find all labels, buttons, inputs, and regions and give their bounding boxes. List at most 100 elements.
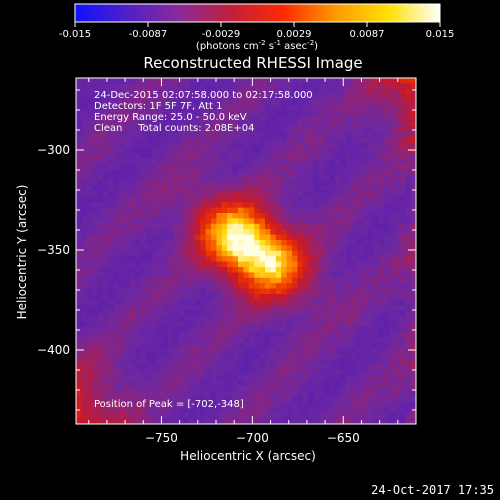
heatmap-cell [200, 396, 206, 403]
heatmap-cell [227, 267, 233, 273]
heatmap-cell [302, 288, 309, 295]
heatmap-cell [319, 115, 325, 122]
heatmap-cell [297, 337, 304, 343]
heatmap-cell [281, 250, 287, 257]
heatmap-cell [135, 267, 142, 273]
heatmap-cell [184, 418, 190, 424]
heatmap-cell [302, 321, 309, 327]
heatmap-cell [124, 213, 131, 219]
heatmap-cell [248, 412, 255, 419]
heatmap-cell [157, 175, 163, 181]
heatmap-cell [378, 331, 385, 338]
heatmap-cell [248, 115, 255, 122]
heatmap-cell [167, 121, 174, 127]
heatmap-cell [319, 245, 325, 252]
heatmap-cell [259, 218, 266, 225]
heatmap-cell [270, 412, 277, 419]
heatmap-cell [108, 353, 115, 360]
heatmap-cell [297, 261, 304, 268]
heatmap-cell [400, 331, 406, 338]
colorbar-tick-label: 0.015 [426, 29, 455, 40]
heatmap-cell [146, 234, 152, 241]
heatmap-cell [97, 207, 104, 214]
heatmap-cell [173, 256, 179, 262]
heatmap-cell [194, 331, 201, 338]
heatmap-cell [281, 256, 287, 262]
heatmap-cell [221, 83, 228, 90]
heatmap-cell [157, 261, 163, 268]
heatmap-cell [356, 121, 363, 127]
heatmap-cell [232, 132, 239, 138]
heatmap-cell [367, 110, 374, 117]
heatmap-cell [232, 353, 239, 360]
heatmap-cell [362, 272, 368, 279]
heatmap-cell [205, 267, 212, 273]
heatmap-cell [146, 310, 152, 316]
heatmap-cell [76, 78, 82, 84]
heatmap-cell [119, 94, 125, 100]
heatmap-cell [184, 223, 190, 230]
x-tick-label: −750 [145, 431, 178, 445]
heatmap-cell [216, 169, 223, 176]
heatmap-cell [178, 272, 185, 279]
heatmap-cell [211, 121, 217, 127]
heatmap-cell [259, 385, 266, 392]
heatmap-cell [178, 159, 185, 165]
heatmap-cell [254, 240, 260, 246]
heatmap-cell [286, 218, 293, 225]
heatmap-cell [254, 369, 260, 376]
heatmap-cell [167, 78, 174, 84]
heatmap-cell [362, 240, 368, 246]
heatmap-cell [221, 412, 228, 419]
heatmap-cell [97, 234, 104, 241]
heatmap-cell [351, 202, 358, 208]
heatmap-cell [346, 180, 352, 187]
heatmap-cell [297, 326, 304, 333]
heatmap-cell [97, 267, 104, 273]
heatmap-cell [140, 315, 147, 322]
heatmap-cell [297, 396, 304, 403]
heatmap-cell [135, 83, 142, 90]
heatmap-cell [346, 256, 352, 262]
heatmap-cell [302, 164, 309, 171]
heatmap-cell [367, 315, 374, 322]
heatmap-cell [265, 132, 271, 138]
heatmap-cell [265, 169, 271, 176]
heatmap-cell [135, 99, 142, 106]
heatmap-cell [151, 121, 158, 127]
heatmap-cell [113, 132, 120, 138]
heatmap-cell [400, 348, 406, 354]
heatmap-cell [373, 121, 379, 127]
heatmap-cell [216, 142, 223, 149]
heatmap-cell [335, 245, 341, 252]
heatmap-cell [243, 121, 250, 127]
heatmap-cell [362, 99, 368, 106]
heatmap-cell [254, 229, 260, 235]
heatmap-cell [362, 380, 368, 387]
heatmap-cell [119, 331, 125, 338]
heatmap-cell [243, 267, 250, 273]
heatmap-cell [108, 412, 115, 419]
heatmap-cell [292, 294, 298, 300]
heatmap-cell [167, 132, 174, 138]
heatmap-cell [265, 250, 271, 257]
heatmap-cell [151, 369, 158, 376]
heatmap-cell [232, 391, 239, 397]
heatmap-cell [405, 223, 412, 230]
heatmap-cell [157, 229, 163, 235]
heatmap-cell [184, 78, 190, 84]
heatmap-cell [383, 412, 390, 419]
heatmap-cell [135, 240, 142, 246]
heatmap-cell [184, 337, 190, 343]
heatmap-cell [157, 245, 163, 252]
heatmap-cell [248, 337, 255, 343]
heatmap-cell [200, 402, 206, 408]
heatmap-cell [356, 213, 363, 219]
heatmap-cell [205, 277, 212, 284]
heatmap-cell [167, 126, 174, 133]
heatmap-cell [173, 299, 179, 306]
heatmap-cell [140, 245, 147, 252]
heatmap-cell [194, 115, 201, 122]
heatmap-cell [373, 169, 379, 176]
heatmap-cell [319, 267, 325, 273]
